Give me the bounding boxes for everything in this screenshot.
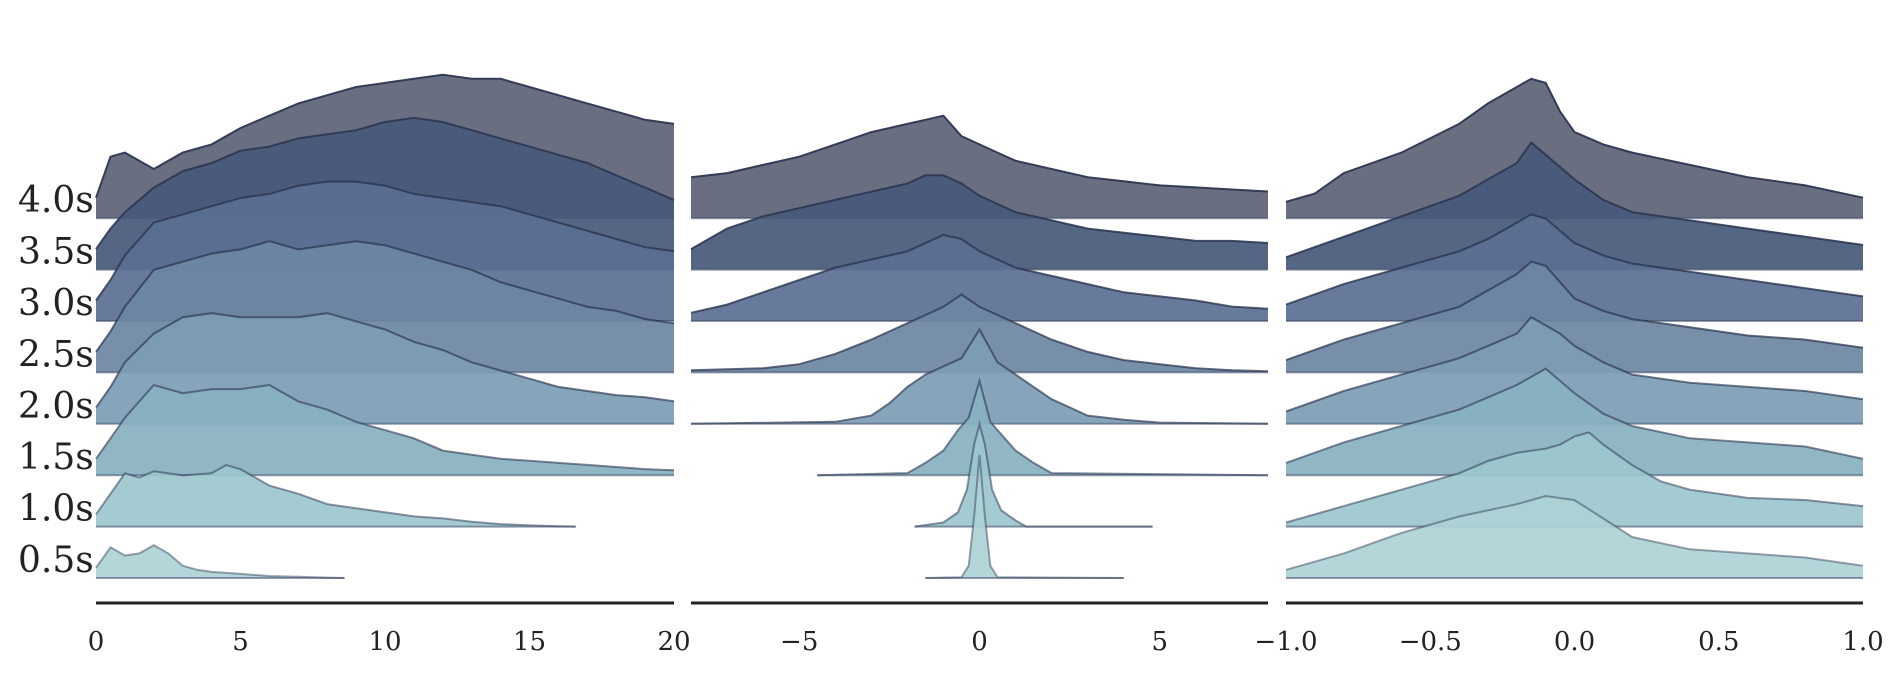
ridge-line-2_0s — [95, 312, 675, 408]
ridge-line-3_5s — [95, 116, 675, 250]
x-tick-label: 0.5 — [1698, 627, 1739, 657]
row-label-2_5s: 2.5s — [18, 334, 94, 375]
ridge-area-1_0s — [1286, 432, 1863, 527]
x-tick-label: 5 — [232, 627, 249, 657]
ridge-line-1_5s — [1285, 367, 1864, 464]
ridge-area-4_0s — [1286, 78, 1863, 219]
panel-3: −1.0 −0.5 0.0 0.5 1.0 — [1254, 77, 1884, 657]
x-tick-label: 0 — [971, 627, 988, 657]
ridge-area-0_5s — [1286, 496, 1863, 578]
ridge-line-3_5s — [690, 174, 1269, 250]
ridge-line-1_0s — [95, 464, 576, 528]
panel-2: −5 0 5 — [690, 114, 1269, 657]
ridge-line-3_0s — [95, 180, 675, 302]
ridge-line-3_0s — [690, 233, 1269, 314]
ridge-line-0_5s — [925, 454, 1124, 579]
ridge-line-0_5s — [95, 544, 345, 579]
row-labels: 0.5s 1.0s 1.5s 2.0s 2.5s 3.0s 3.5s 4.0s — [18, 180, 94, 581]
ridge-area-3_0s — [1286, 214, 1863, 321]
row-label-0_5s: 0.5s — [18, 540, 94, 581]
row-label-4_0s: 4.0s — [18, 180, 94, 221]
ridge-line-1_5s — [817, 377, 1269, 477]
ridge-line-0_5s — [1285, 494, 1864, 571]
x-tick-label: −1.0 — [1254, 627, 1317, 657]
ridge-line-4_0s — [1285, 77, 1864, 203]
x-tick-label: 0.0 — [1554, 627, 1595, 657]
x-tick-label: 0 — [88, 627, 105, 657]
ridge-line-2_0s — [690, 327, 1269, 425]
x-tick-label: −0.5 — [1399, 627, 1462, 657]
x-tick-label: −5 — [780, 627, 818, 657]
x-tick-label: 10 — [368, 627, 401, 657]
row-label-1_0s: 1.0s — [18, 489, 94, 530]
ridge-area-2_0s — [691, 329, 1268, 424]
ridge-area-0_5s — [96, 545, 345, 578]
ridge-area-0_5s — [925, 455, 1124, 578]
ridge-line-2_0s — [1285, 315, 1864, 413]
ridge-line-2_5s — [690, 293, 1269, 373]
panel-1: 0 5 10 15 20 — [88, 73, 691, 657]
panels: 0 5 10 15 20 −5 0 5 −1.0 −0.5 0.0 0.5 1.0 — [88, 73, 1884, 657]
ridge-area-2_0s — [1286, 317, 1863, 424]
ridge-area-1_5s — [1286, 368, 1863, 476]
ridge-line-4_0s — [690, 114, 1269, 193]
ridge-area-1_0s — [96, 465, 576, 527]
ridge-area-2_5s — [1286, 261, 1863, 373]
ridge-line-1_5s — [95, 383, 675, 472]
ridge-area-3_5s — [691, 175, 1268, 270]
ridge-line-2_5s — [1285, 260, 1864, 362]
x-tick-label: 15 — [513, 627, 546, 657]
ridge-area-3_5s — [1286, 142, 1863, 270]
ridge-line-3_0s — [1285, 213, 1864, 306]
x-tick-label: 20 — [657, 627, 690, 657]
ridge-line-2_5s — [95, 240, 675, 353]
ridge-line-1_0s — [1285, 431, 1864, 524]
ridge-line-4_0s — [95, 73, 675, 199]
row-label-2_0s: 2.0s — [18, 386, 94, 427]
row-label-3_0s: 3.0s — [18, 283, 94, 324]
x-tick-label: 1.0 — [1842, 627, 1883, 657]
x-tick-label: 5 — [1152, 627, 1169, 657]
row-label-1_5s: 1.5s — [18, 437, 94, 478]
ridge-area-3_0s — [691, 234, 1268, 321]
ridge-line-1_0s — [914, 420, 1153, 528]
ridge-area-4_0s — [691, 115, 1268, 219]
ridge-line-3_5s — [1285, 141, 1864, 259]
row-label-3_5s: 3.5s — [18, 232, 94, 273]
